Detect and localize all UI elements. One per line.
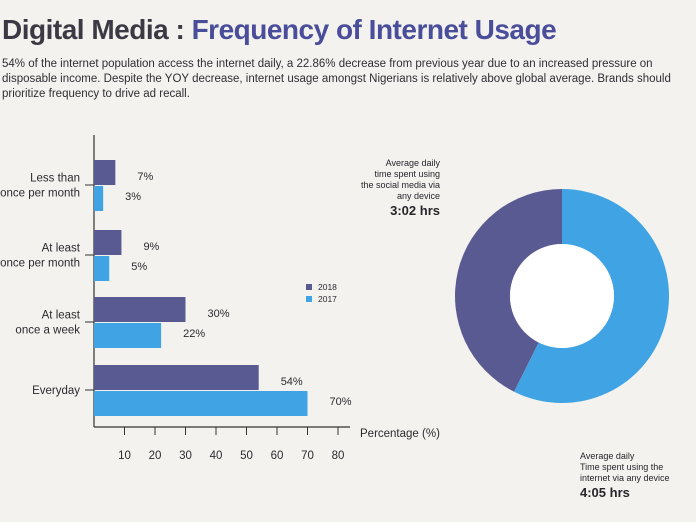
social-media-caption: Average daily time spent using the socia…: [330, 158, 440, 220]
bar-2018: [94, 365, 259, 390]
category-label: Everyday: [32, 385, 80, 397]
x-axis-label: Percentage (%): [360, 428, 440, 440]
social-media-caption-text: Average daily: [385, 158, 440, 168]
x-tick-label: 70: [301, 450, 314, 462]
social-media-time: 3:02 hrs: [390, 203, 440, 218]
internet-caption: Average daily Time spent using the inter…: [580, 451, 692, 502]
internet-caption-text: Average daily: [580, 451, 635, 461]
bar-2017: [94, 323, 162, 348]
legend-swatch: [306, 284, 312, 290]
legend-label: 2018: [318, 282, 337, 292]
donut-slice-social-media: [454, 189, 562, 392]
x-tick-label: 30: [179, 450, 192, 462]
title-main: Frequency of Internet Usage: [191, 14, 557, 45]
category-label: Less than: [30, 173, 80, 185]
social-media-caption-text: the social media via: [360, 180, 440, 190]
legend-label: 2017: [318, 294, 337, 304]
bar-2017: [94, 256, 110, 281]
category-label: once per month: [0, 188, 80, 200]
x-tick-label: 40: [210, 450, 223, 462]
donut-hole: [510, 244, 614, 348]
x-tick-label: 10: [118, 450, 131, 462]
social-media-caption-text: time spent using: [374, 169, 440, 179]
category-label: once a week: [15, 325, 80, 337]
data-label-2017: 70%: [330, 396, 352, 408]
data-label-2018: 9%: [143, 241, 159, 253]
intro-paragraph: 54% of the internet population access th…: [2, 58, 671, 100]
x-tick-label: 60: [271, 450, 284, 462]
data-label-2018: 54%: [281, 376, 303, 388]
data-label-2017: 5%: [131, 261, 147, 273]
data-label-2018: 7%: [137, 171, 153, 183]
internet-caption-text: Time spent using the: [580, 462, 664, 472]
x-tick-label: 20: [149, 450, 162, 462]
x-tick-label: 50: [240, 450, 253, 462]
category-label: At least: [42, 243, 81, 255]
title-prefix: Digital Media :: [2, 14, 192, 45]
bar-2017: [94, 186, 104, 211]
legend-swatch: [306, 296, 312, 302]
x-tick-label: 80: [332, 450, 345, 462]
bar-2017: [94, 391, 308, 416]
bar-2018: [94, 230, 122, 255]
donut-slice-internet: [514, 189, 669, 404]
bar-2018: [94, 297, 186, 322]
data-label-2017: 3%: [125, 191, 141, 203]
social-media-caption-text: any device: [396, 191, 440, 201]
internet-time: 4:05 hrs: [580, 485, 630, 500]
bar-2018: [94, 160, 116, 185]
category-label: once per month: [0, 258, 80, 270]
data-label-2017: 22%: [183, 328, 205, 340]
data-label-2018: 30%: [208, 308, 230, 320]
page-title: Digital Media : Frequency of Internet Us…: [2, 14, 557, 46]
internet-caption-text: internet via any device: [580, 473, 670, 483]
category-label: At least: [42, 310, 81, 322]
